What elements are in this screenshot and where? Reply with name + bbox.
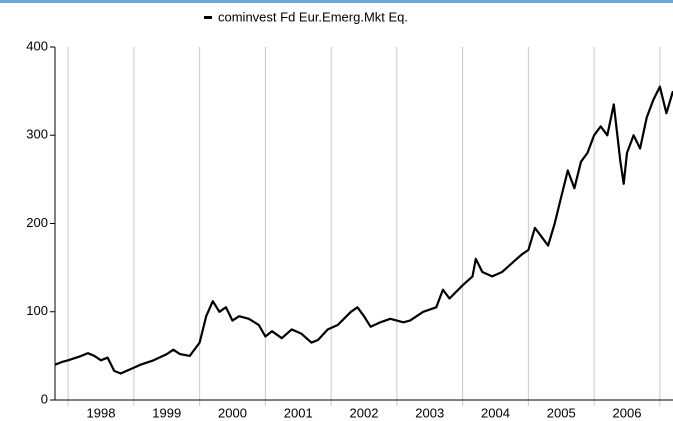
- y-tick-label: 300: [26, 127, 48, 142]
- x-tick-label: 1999: [152, 405, 181, 420]
- x-tick-label: 2001: [284, 405, 313, 420]
- top-border: [0, 0, 673, 3]
- y-tick-label: 200: [26, 215, 48, 230]
- y-tick-label: 400: [26, 38, 48, 53]
- x-tick-label: 2004: [481, 405, 510, 420]
- y-tick-label: 0: [41, 391, 48, 406]
- x-tick-label: 2002: [350, 405, 379, 420]
- x-tick-label: 2006: [613, 405, 642, 420]
- x-tick-label: 2000: [218, 405, 247, 420]
- y-tick-label: 100: [26, 303, 48, 318]
- x-tick-label: 2003: [415, 405, 444, 420]
- legend-swatch: [204, 16, 212, 19]
- legend-label: cominvest Fd Eur.Emerg.Mkt Eq.: [218, 9, 408, 24]
- line: [54, 85, 673, 375]
- x-tick-label: 2005: [547, 405, 576, 420]
- x-tick-label: 1998: [87, 405, 116, 420]
